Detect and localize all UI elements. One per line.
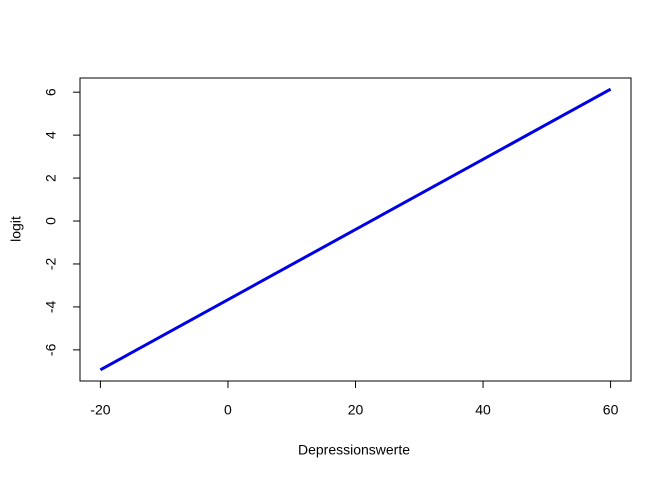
data-line	[99, 87, 612, 372]
x-tick-label: 60	[603, 402, 619, 418]
y-tick-label: -6	[43, 343, 59, 356]
x-tick-label: -20	[90, 402, 110, 418]
y-tick-label: 4	[43, 131, 59, 139]
y-tick-label: 2	[43, 174, 59, 182]
x-tick-label: 20	[348, 402, 364, 418]
y-tick-label: -4	[43, 300, 59, 313]
y-tick-label: -2	[43, 258, 59, 271]
y-tick-label: 6	[43, 88, 59, 96]
x-axis-label: Depressionswerte	[298, 442, 410, 458]
y-tick-label: 0	[43, 217, 59, 225]
x-tick-label: 0	[224, 402, 232, 418]
y-axis-label: logit	[8, 216, 24, 242]
x-tick-label: 40	[475, 402, 491, 418]
